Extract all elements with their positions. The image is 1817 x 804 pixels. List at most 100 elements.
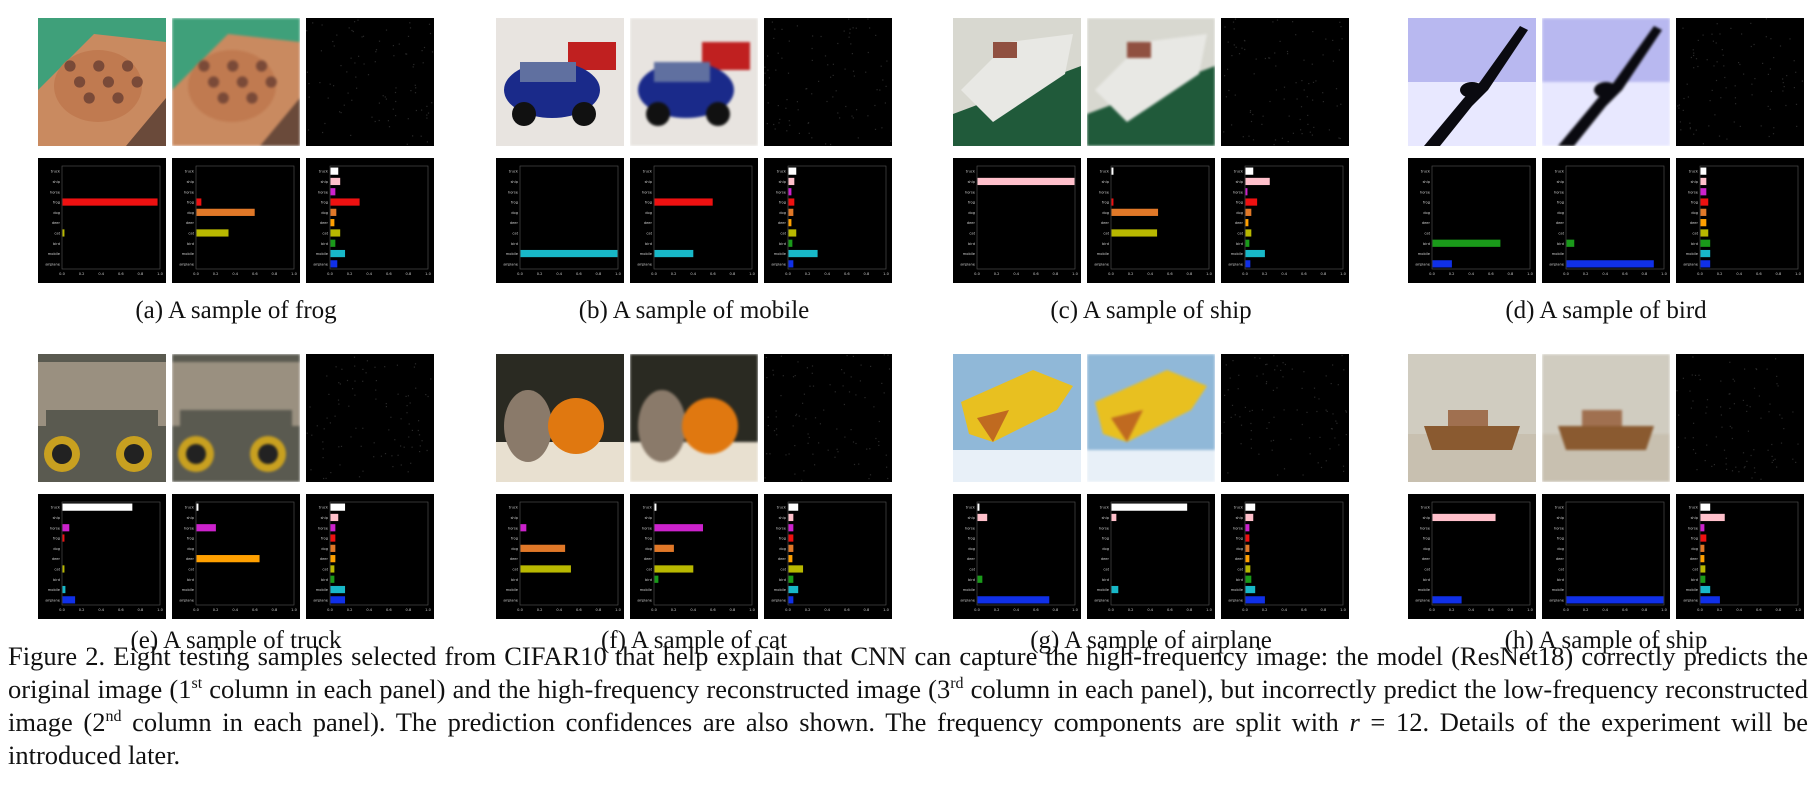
class-label: ship (968, 516, 976, 520)
class-label: mobile (316, 252, 329, 256)
tick-label: 1.0 (1795, 272, 1801, 276)
class-label: mobile (1097, 588, 1110, 592)
chart-row: truck ship horse frog dog deer cat bird mobile ai… (496, 494, 892, 619)
class-label: airplane (1549, 262, 1564, 266)
class-label: horse (642, 190, 653, 194)
class-label: airplane (960, 262, 975, 266)
low-frequency-image (1542, 354, 1670, 482)
class-label: horse (50, 190, 61, 194)
class-label: bird (187, 242, 194, 246)
tick-label: 0.8 (864, 608, 870, 612)
class-label: horse (642, 526, 653, 530)
confidence-bar (330, 524, 336, 532)
sample-panel: truck ship horse frog dog deer cat bird mobile ai… (38, 18, 434, 328)
high-frequency-image (306, 356, 432, 480)
confidence-bar (62, 585, 66, 594)
class-label: mobile (506, 252, 519, 256)
confidence-bar (654, 565, 694, 573)
class-label: cat (512, 567, 518, 571)
chart-row: truck ship horse frog dog deer cat bird mobile ai… (953, 158, 1349, 283)
class-label: cat (969, 231, 975, 235)
chart-row: truck ship horse frog dog deer cat bird mobile ai… (1408, 158, 1804, 283)
tick-label: 0.2 (537, 608, 543, 612)
confidence-chart-3: truck ship horse frog dog deer cat bird mobile ai… (306, 158, 434, 283)
tick-label: 0.0 (1108, 608, 1114, 612)
high-frequency-image (1221, 354, 1349, 482)
original-image (1408, 354, 1536, 482)
class-label: truck (319, 506, 329, 510)
class-label: airplane (313, 262, 328, 266)
original-image (38, 18, 166, 146)
tick-label: 0.8 (1508, 608, 1514, 612)
confidence-bar (330, 596, 346, 604)
tick-label: 0.4 (1281, 608, 1287, 612)
class-label: dog (1102, 547, 1109, 551)
class-label: deer (510, 557, 519, 561)
class-label: dog (321, 547, 328, 551)
high-frequency-image (1677, 18, 1803, 145)
confidence-bar (1700, 555, 1705, 563)
class-label: dog (968, 547, 975, 551)
tick-label: 0.0 (651, 272, 657, 276)
high-frequency-image (1221, 18, 1349, 146)
confidence-bar (330, 555, 336, 563)
class-label: deer (1101, 557, 1110, 561)
tick-label: 0.8 (406, 608, 412, 612)
tick-label: 0.0 (974, 272, 980, 276)
original-image (496, 354, 624, 482)
panel-caption: (b) A sample of mobile (578, 297, 810, 324)
tick-label: 1.0 (1072, 272, 1078, 276)
tick-label: 0.2 (1262, 608, 1268, 612)
panel-caption: (a) A sample of frog (135, 297, 337, 324)
confidence-bar (788, 198, 795, 206)
confidence-chart-3: truck ship horse frog dog deer cat bird mobile ai… (1676, 158, 1804, 283)
class-label: ship (779, 180, 787, 184)
tick-label: 1.0 (615, 608, 621, 612)
high-frequency-image (306, 18, 434, 146)
class-label: deer (1422, 557, 1431, 561)
class-label: cat (188, 231, 194, 235)
tick-label: 0.2 (1449, 608, 1455, 612)
confidence-chart-1: truck ship horse frog dog deer cat bird mobile ai… (1408, 158, 1536, 283)
class-label: frog (1557, 201, 1564, 205)
class-label: ship (1102, 180, 1110, 184)
confidence-bar (330, 534, 336, 542)
class-label: bird (1691, 578, 1698, 582)
confidence-bar (330, 167, 339, 175)
image-row (953, 354, 1349, 482)
class-label: airplane (1683, 598, 1698, 602)
low-frequency-image (1087, 18, 1215, 146)
tick-label: 0.2 (994, 272, 1000, 276)
class-label: deer (1101, 221, 1110, 225)
confidence-bar (1111, 167, 1114, 175)
tick-label: 0.2 (1449, 272, 1455, 276)
original-image (496, 18, 624, 146)
class-label: horse (1420, 526, 1431, 530)
confidence-bar (1432, 239, 1501, 247)
confidence-bar (1111, 503, 1188, 511)
class-label: ship (1557, 516, 1565, 520)
confidence-bar (1245, 177, 1270, 186)
confidence-bar (1700, 177, 1707, 186)
confidence-bar (1566, 260, 1654, 268)
class-label: dog (53, 547, 60, 551)
class-label: ship (645, 516, 653, 520)
tick-label: 0.6 (1756, 272, 1762, 276)
confidence-bar (1245, 239, 1250, 247)
class-label: deer (967, 221, 976, 225)
confidence-bar (1245, 513, 1254, 522)
confidence-bar (1432, 596, 1462, 604)
class-label: mobile (1686, 252, 1699, 256)
confidence-bar (520, 544, 566, 552)
class-label: mobile (1231, 588, 1244, 592)
class-label: dog (1236, 547, 1243, 551)
class-label: airplane (1683, 262, 1698, 266)
class-label: horse (318, 190, 329, 194)
class-label: dog (1557, 211, 1564, 215)
class-label: dog (511, 547, 518, 551)
confidence-chart-3: truck ship horse frog dog deer cat bird mobile ai… (306, 494, 434, 619)
tick-label: 0.0 (193, 272, 199, 276)
class-label: horse (318, 526, 329, 530)
class-label: horse (508, 190, 519, 194)
class-label: ship (1691, 516, 1699, 520)
